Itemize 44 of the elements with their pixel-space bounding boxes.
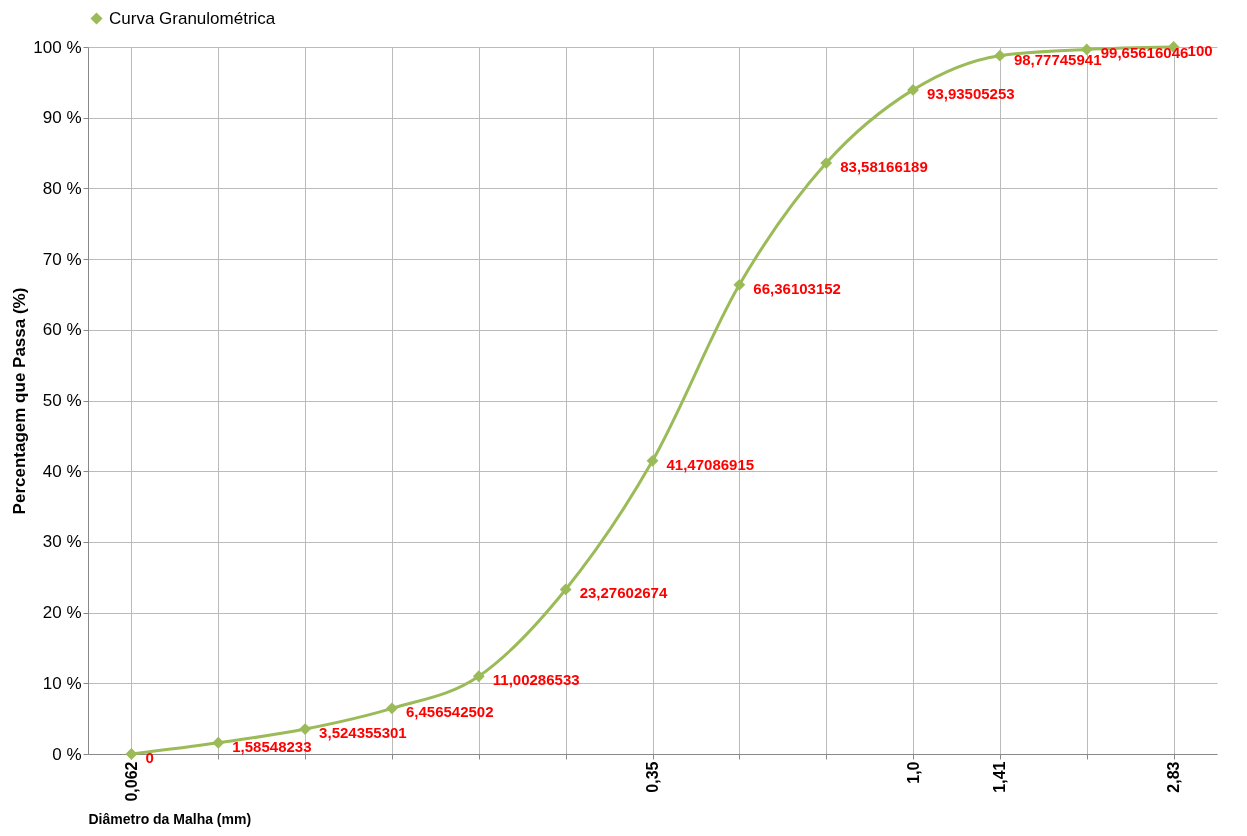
y-tick-label: 60 %	[42, 320, 82, 340]
point	[125, 748, 138, 760]
data-label: 1,58548233	[232, 737, 312, 755]
point	[907, 83, 919, 96]
data-label: 100	[1187, 42, 1213, 59]
y-tick-label: 20 %	[42, 603, 82, 623]
x-tick-label: 0,062	[122, 761, 140, 802]
data-label: 98,77745941	[1013, 50, 1102, 68]
y-tick-label: 80 %	[42, 178, 82, 198]
data-label: 99,65616046	[1100, 44, 1189, 62]
point	[1080, 43, 1093, 56]
data-label: 23,27602674	[579, 584, 668, 602]
x-axis-title: Diâmetro da Malha (mm)	[88, 810, 252, 827]
data-label: 66,36103152	[753, 279, 841, 297]
data-label: 93,93505253	[927, 84, 1015, 102]
data-label: 0	[145, 749, 154, 766]
y-tick-label: 10 %	[42, 673, 82, 693]
data-label: 11,00286533	[492, 671, 580, 689]
point	[559, 583, 572, 596]
point	[733, 278, 746, 291]
point	[472, 670, 485, 683]
x-tick-label: 1,41	[991, 761, 1009, 793]
point	[299, 723, 312, 735]
x-tick-label: 0,35	[644, 761, 661, 793]
y-tick-label: 40 %	[42, 461, 82, 481]
y-tick-label: 50 %	[42, 391, 82, 410]
x-tick-label: 2,83	[1165, 761, 1183, 793]
y-axis-title: Percentagem que Passa (%)	[10, 287, 30, 515]
x-tick-label: 1,0	[904, 761, 922, 784]
y-tick-label: 70 %	[42, 249, 82, 269]
point	[820, 157, 833, 169]
data-label: 41,47086915	[666, 455, 755, 473]
point	[993, 49, 1006, 62]
data-label: 83,58166189	[840, 158, 928, 176]
data-label: 3,524355301	[319, 724, 407, 742]
point	[646, 454, 659, 467]
data-label: 6,456542502	[405, 703, 494, 721]
y-tick-label: 90 %	[42, 108, 82, 128]
point	[386, 702, 398, 715]
y-tick-label: 30 %	[42, 532, 82, 552]
point	[212, 736, 225, 749]
legend-label: Curva Granulométrica	[109, 8, 276, 28]
y-tick-label: 0 %	[52, 744, 82, 764]
y-tick-label: 100 %	[33, 37, 82, 57]
